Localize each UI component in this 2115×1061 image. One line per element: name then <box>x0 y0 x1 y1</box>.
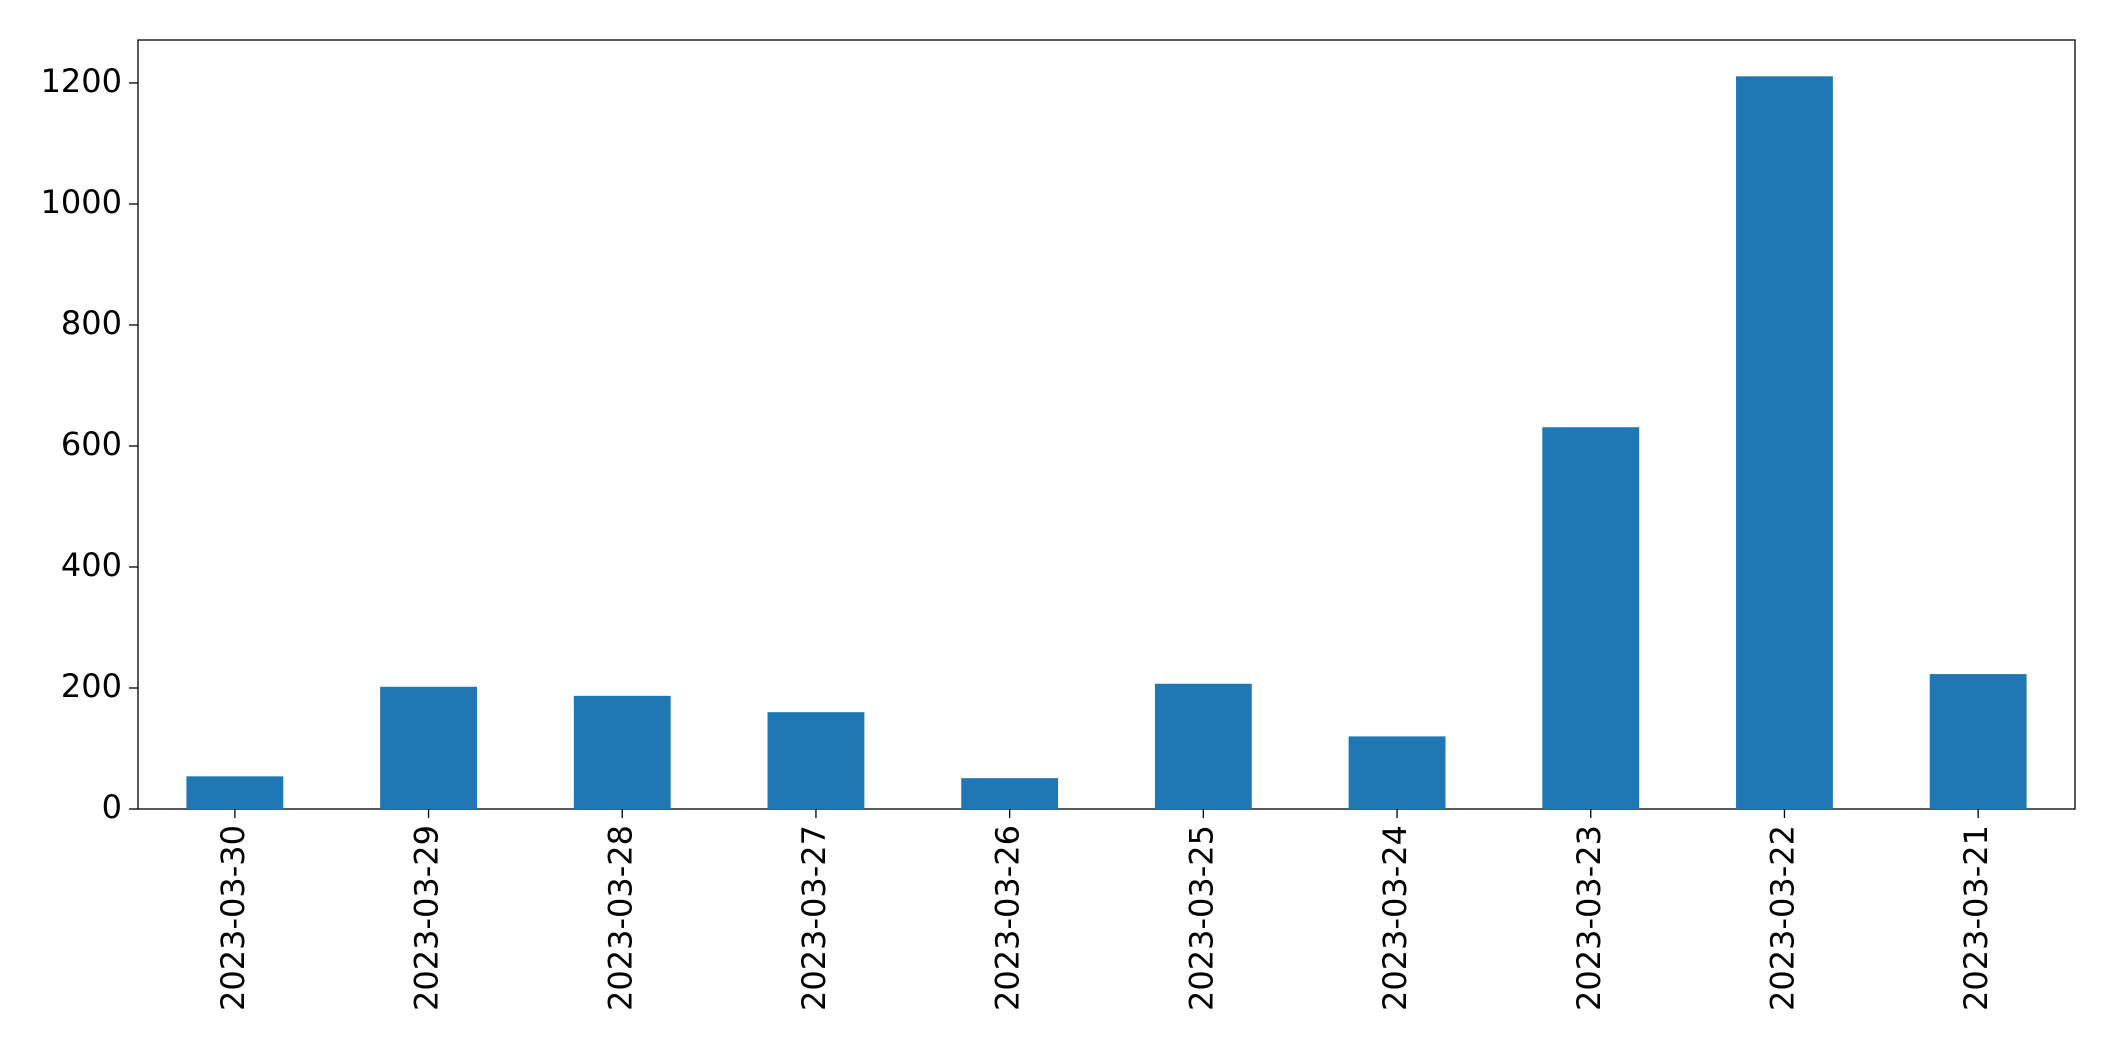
bar <box>1929 674 2027 809</box>
bar <box>1542 427 1640 809</box>
bar <box>1154 683 1252 809</box>
y-tick-label: 600 <box>61 425 122 463</box>
x-tick-label: 2023-03-23 <box>1570 825 1608 1011</box>
y-tick-label: 400 <box>61 546 122 584</box>
x-tick-label: 2023-03-29 <box>408 825 446 1011</box>
x-tick-label: 2023-03-22 <box>1763 825 1801 1011</box>
bar <box>186 776 284 809</box>
y-tick-label: 800 <box>61 304 122 342</box>
y-tick-label: 1200 <box>41 62 122 100</box>
bar <box>1736 76 1833 809</box>
bar <box>573 695 671 809</box>
plot-frame <box>137 39 2076 810</box>
y-tick-label: 200 <box>61 667 122 705</box>
bar <box>1348 736 1446 809</box>
x-tick-label: 2023-03-28 <box>601 825 639 1011</box>
y-tick-label: 0 <box>102 788 122 826</box>
y-tick-label: 1000 <box>41 183 122 221</box>
bar <box>961 778 1059 809</box>
x-tick-label: 2023-03-27 <box>795 825 833 1011</box>
x-tick-label: 2023-03-26 <box>989 825 1027 1011</box>
x-tick-label: 2023-03-24 <box>1376 825 1414 1011</box>
x-tick-label: 2023-03-25 <box>1182 825 1220 1011</box>
x-tick-label: 2023-03-21 <box>1957 825 1995 1011</box>
bar <box>767 712 865 809</box>
bar <box>380 686 477 809</box>
x-tick-label: 2023-03-30 <box>214 825 252 1011</box>
